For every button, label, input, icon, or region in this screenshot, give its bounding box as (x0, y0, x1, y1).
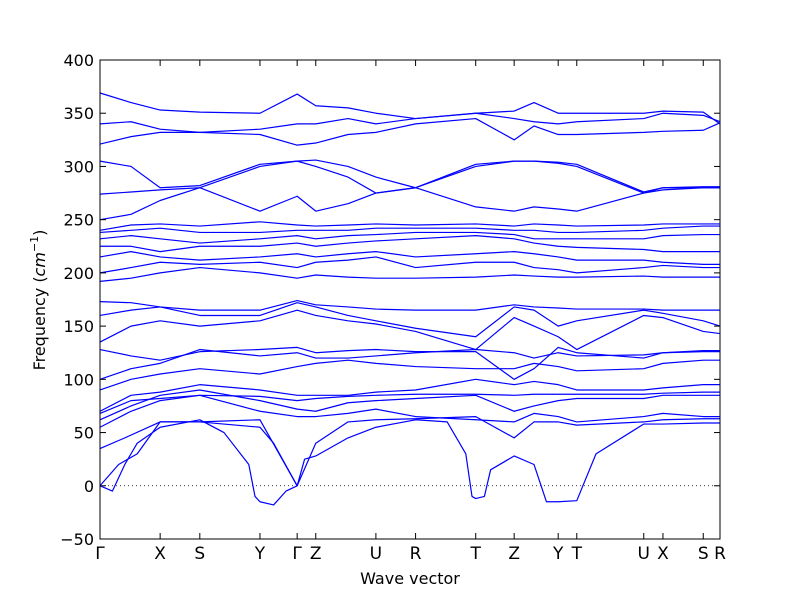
x-tick-label: T (470, 544, 482, 564)
y-tick-label: 100 (63, 370, 94, 389)
y-axis-label-close: ) (30, 230, 49, 236)
x-tick-label: R (410, 544, 422, 564)
dispersion-branch (99, 348, 720, 380)
dispersion-branches (99, 92, 721, 506)
dispersion-branch (99, 378, 720, 412)
y-tick-label: 400 (63, 51, 94, 70)
dispersion-branch (99, 391, 720, 414)
y-axis-label-unit: cm (30, 252, 49, 276)
x-tick-label: S (194, 544, 205, 564)
y-tick-label: 50 (74, 424, 94, 443)
dispersion-branch (99, 251, 720, 265)
dispersion-branch (99, 419, 298, 506)
x-tick-label: R (714, 544, 726, 564)
dispersion-branch (99, 256, 720, 274)
x-axis-label: Wave vector (360, 569, 460, 588)
dispersion-branch (99, 419, 720, 503)
dispersion-branch (99, 231, 720, 244)
x-tick-label: Γ (95, 544, 105, 564)
dispersion-branch (99, 266, 720, 283)
plot-frame (99, 59, 721, 540)
dispersion-branch (99, 415, 720, 487)
y-tick-label: −50 (60, 530, 94, 549)
dispersion-branch (99, 92, 721, 125)
x-tick-label: Z (310, 544, 322, 564)
x-tick-label: X (154, 544, 166, 564)
dispersion-branch (100, 235, 720, 253)
x-tick-label: S (698, 544, 709, 564)
y-axis-label-exponent: −1 (28, 236, 41, 252)
x-tick-label: X (657, 544, 669, 564)
y-axis-label-text: Frequency ( (30, 276, 49, 370)
y-tick-label: 0 (84, 477, 94, 496)
y-tick-label: 350 (63, 104, 94, 123)
x-tick-label: T (571, 544, 583, 564)
dispersion-branch (99, 187, 720, 221)
x-tick-label: Γ (292, 544, 302, 564)
y-axis-ticks: −50 0 50 100 150 200 250 300 350 400 (60, 51, 720, 549)
dispersion-branch (99, 160, 720, 195)
y-axis-label: Frequency (cm−1) (28, 230, 49, 371)
x-tick-label: Z (508, 544, 520, 564)
dispersion-branch (99, 221, 720, 231)
x-tick-label: Y (552, 544, 564, 564)
y-tick-label: 300 (63, 157, 94, 176)
y-tick-label: 150 (63, 317, 94, 336)
dispersion-branch (99, 225, 720, 234)
dispersion-branch (99, 359, 720, 391)
dispersion-branch (99, 159, 720, 193)
y-tick-label: 200 (63, 264, 94, 283)
x-tick-label: Y (254, 544, 266, 564)
dispersion-branch (99, 346, 720, 380)
dispersion-branch (99, 299, 720, 311)
dispersion-branch (99, 389, 720, 421)
dispersion-branch (99, 309, 721, 351)
dispersion-branch (99, 302, 721, 338)
x-tick-label: U (370, 544, 382, 564)
dispersion-branch (99, 112, 721, 133)
x-tick-label: U (638, 544, 650, 564)
y-tick-label: 250 (63, 211, 94, 230)
